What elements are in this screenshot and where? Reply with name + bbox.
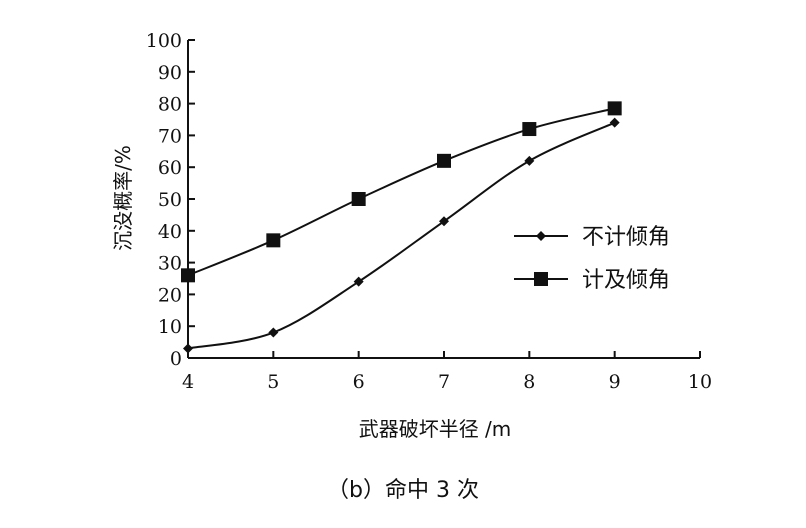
data-point-square — [266, 233, 281, 248]
y-tick-label: 70 — [158, 125, 182, 147]
x-tick-label: 10 — [688, 371, 712, 393]
legend-label-series-1: 不计倾角 — [582, 225, 670, 250]
y-ticks: 0 10 20 30 40 50 60 70 80 90 100 — [146, 30, 195, 370]
legend: 不计倾角 计及倾角 — [514, 225, 670, 293]
x-tick-label: 8 — [523, 371, 535, 393]
y-tick-label: 20 — [158, 284, 182, 306]
y-tick-label: 80 — [158, 94, 182, 116]
axes — [187, 40, 700, 359]
x-tick-label: 7 — [438, 371, 450, 393]
y-tick-label: 100 — [146, 30, 182, 52]
y-tick-label: 50 — [158, 189, 182, 211]
data-point-square — [437, 153, 451, 168]
x-tick-label: 6 — [353, 371, 365, 393]
data-point-diamond — [609, 117, 620, 128]
data-point-square — [607, 101, 622, 116]
data-point-diamond — [524, 155, 535, 166]
data-point-diamond — [353, 276, 364, 287]
legend-label-series-2: 计及倾角 — [582, 268, 670, 293]
data-point-diamond — [268, 327, 279, 338]
data-point-square — [522, 122, 537, 137]
series-line-2 — [187, 107, 615, 277]
x-tick-label: 5 — [267, 371, 279, 393]
legend-marker-square — [534, 272, 548, 286]
y-tick-label: 90 — [158, 62, 182, 84]
x-tick-label: 4 — [182, 371, 194, 393]
data-point-diamond — [183, 343, 193, 354]
series-layer — [181, 101, 622, 354]
x-tick-label: 9 — [609, 371, 621, 393]
y-axis-title: 沉没概率/% — [111, 145, 135, 251]
legend-marker-diamond — [536, 231, 546, 241]
y-tick-label: 40 — [158, 221, 182, 243]
y-tick-label: 10 — [158, 316, 182, 338]
y-tick-label: 60 — [158, 157, 182, 179]
y-tick-label: 0 — [170, 348, 182, 370]
data-point-square — [351, 192, 366, 206]
data-point-square — [181, 268, 195, 283]
series-line-1 — [187, 121, 616, 350]
y-tick-label: 30 — [158, 253, 182, 275]
data-point-diamond — [439, 216, 449, 227]
x-ticks: 4 5 6 7 8 9 10 — [182, 351, 712, 393]
chart-caption: （b）命中 3 次 — [327, 478, 479, 503]
x-axis-title: 武器破坏半径 /m — [359, 417, 512, 441]
